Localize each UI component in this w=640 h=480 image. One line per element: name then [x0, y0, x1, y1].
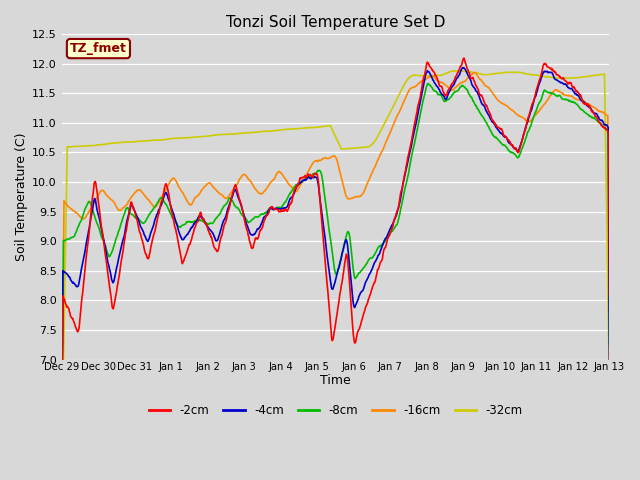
Legend: -2cm, -4cm, -8cm, -16cm, -32cm: -2cm, -4cm, -8cm, -16cm, -32cm — [144, 400, 527, 422]
X-axis label: Time: Time — [320, 374, 351, 387]
Title: Tonzi Soil Temperature Set D: Tonzi Soil Temperature Set D — [226, 15, 445, 30]
Y-axis label: Soil Temperature (C): Soil Temperature (C) — [15, 132, 28, 261]
Text: TZ_fmet: TZ_fmet — [70, 42, 127, 55]
